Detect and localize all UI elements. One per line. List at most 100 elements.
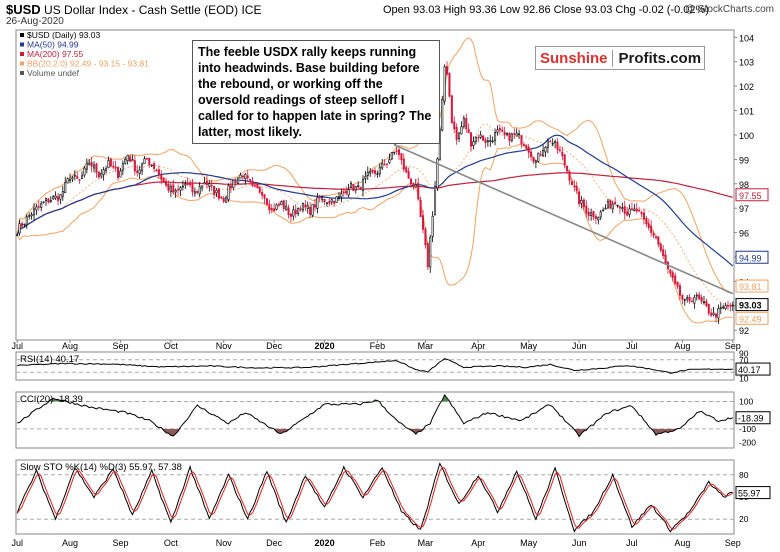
candle-body (714, 313, 718, 318)
candle-body (189, 182, 192, 186)
bottom-x-tick-label: 2020 (315, 538, 335, 548)
cci-oversold-fill (17, 428, 733, 437)
candle-body (510, 133, 513, 141)
candle-body (486, 140, 489, 143)
legend-swatch (20, 42, 24, 47)
candle-body (590, 212, 593, 216)
candle-body (52, 196, 55, 200)
bb-middle-line (16, 123, 733, 306)
candle-body (373, 170, 377, 174)
candle-body (59, 194, 62, 200)
candle-body (484, 139, 487, 144)
candle-body (393, 151, 396, 154)
candle-body (726, 305, 730, 307)
candle-body (455, 127, 458, 140)
x-tick-label: Jun (572, 341, 587, 351)
price-tick-label: 96 (739, 229, 749, 239)
candle-body (270, 208, 273, 210)
candle-body (148, 157, 151, 165)
candle-body (357, 185, 360, 188)
candle-body (160, 174, 163, 180)
candle-body (659, 243, 662, 251)
candle-body (558, 149, 561, 151)
price-tick-label: 101 (739, 107, 754, 117)
candle-body (54, 195, 57, 199)
candle-body (534, 160, 537, 163)
rsi-last-label: 40.17 (738, 365, 761, 375)
candle-body (364, 176, 367, 179)
candle-body (424, 228, 427, 246)
candle-body (155, 169, 158, 172)
last-value-badge (735, 298, 769, 312)
candle-body (513, 133, 516, 136)
candle-body (530, 151, 533, 158)
candle-body (693, 297, 696, 304)
candle-body (237, 177, 240, 184)
candle-body (614, 201, 617, 204)
candle-body (95, 163, 98, 173)
bottom-x-tick-label: Jun (572, 538, 587, 548)
candle-body (611, 203, 614, 210)
brand-left: Sunshine (536, 49, 613, 67)
candle-body (105, 168, 108, 171)
candle-body (731, 304, 734, 307)
stoch-tick-label: 80 (739, 470, 749, 480)
stoch-d-line (16, 467, 734, 530)
candle-body (232, 179, 235, 189)
price-tick-label: 99 (739, 155, 749, 165)
candle-body (479, 134, 482, 138)
candle-body (340, 193, 343, 198)
candle-body (669, 270, 672, 274)
candle-body (371, 169, 374, 173)
candle-body (414, 184, 417, 188)
candle-body (287, 207, 290, 216)
candle-body (172, 184, 175, 193)
x-tick-label: Feb (370, 341, 386, 351)
candle-body (628, 208, 631, 215)
x-tick-label: Dec (266, 341, 283, 351)
candle-body (491, 140, 494, 143)
candle-body (16, 234, 19, 236)
candle-body (460, 126, 463, 135)
candle-body (556, 141, 559, 150)
candle-body (318, 196, 321, 199)
candle-body (686, 297, 689, 300)
bottom-x-tick-label: Sep (725, 538, 741, 548)
candle-body (244, 173, 247, 180)
candle-body (162, 177, 165, 182)
candle-body (40, 203, 43, 208)
candle-body (606, 201, 609, 209)
candle-body (609, 199, 612, 209)
candle-body (179, 187, 182, 191)
candle-body (165, 180, 168, 186)
ma200-line (16, 172, 733, 235)
candle-body (227, 185, 230, 200)
candle-body (489, 140, 492, 142)
candle-body (630, 208, 633, 210)
candle-body (256, 184, 259, 188)
x-tick-label: Nov (216, 341, 233, 351)
candle-body (563, 154, 566, 166)
candle-body (268, 203, 271, 211)
candle-body (537, 152, 540, 162)
candle-body (695, 294, 698, 297)
candle-body (333, 201, 336, 204)
candle-body (121, 163, 124, 171)
price-tick-label: 102 (739, 82, 754, 92)
candle-body (37, 206, 40, 208)
x-tick-label: Mar (418, 341, 434, 351)
candle-body (477, 137, 480, 139)
candle-body (431, 215, 434, 237)
candle-body (309, 207, 312, 216)
candle-body (575, 185, 578, 192)
candle-body (136, 170, 139, 174)
stoch-last-badge (735, 486, 771, 500)
candle-body (359, 186, 362, 190)
candle-body (640, 212, 643, 215)
candle-body (453, 121, 456, 129)
candle-body (443, 66, 446, 102)
candle-body (388, 159, 391, 164)
candle-body (141, 163, 144, 172)
candle-body (145, 158, 148, 160)
